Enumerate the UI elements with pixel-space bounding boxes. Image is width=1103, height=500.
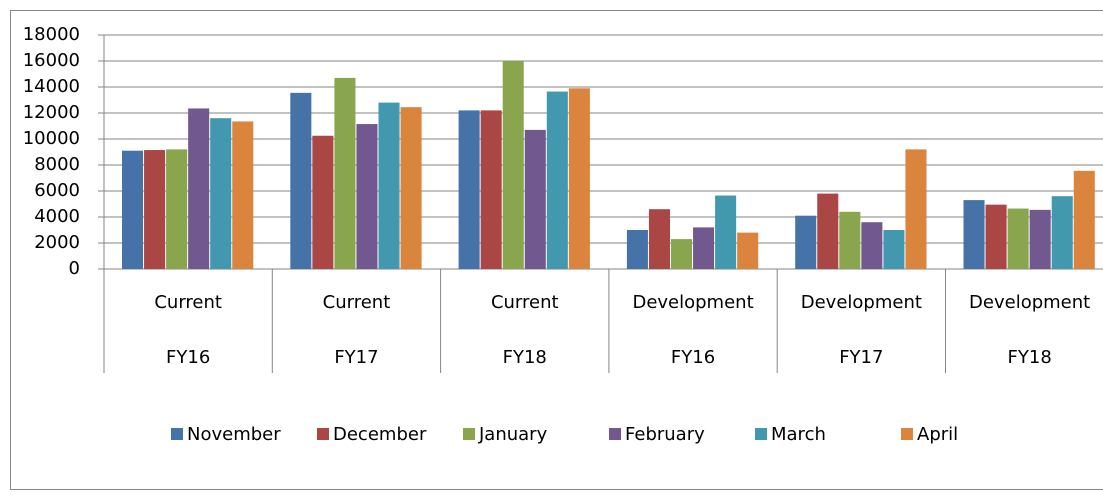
bar bbox=[715, 195, 737, 269]
bar bbox=[817, 193, 839, 269]
y-tick-label: 0 bbox=[69, 258, 80, 279]
bar bbox=[671, 239, 693, 269]
bar bbox=[290, 92, 312, 269]
legend-swatch bbox=[609, 428, 621, 440]
bar bbox=[985, 204, 1007, 269]
bar bbox=[648, 209, 670, 269]
bar bbox=[963, 200, 985, 269]
bar bbox=[795, 215, 817, 269]
bar bbox=[626, 230, 648, 269]
y-tick-label: 18000 bbox=[23, 24, 80, 45]
bar bbox=[356, 124, 378, 269]
bar bbox=[883, 230, 905, 269]
legend-label: December bbox=[333, 424, 427, 445]
y-tick-label: 6000 bbox=[34, 180, 80, 201]
x-tick-label: FY17 bbox=[839, 347, 883, 368]
bar bbox=[1029, 209, 1051, 269]
bar bbox=[334, 77, 356, 270]
x-tick-label: FY17 bbox=[334, 347, 378, 368]
y-tick-label: 16000 bbox=[23, 50, 80, 71]
bar bbox=[839, 211, 861, 269]
x-tick-label: Development bbox=[801, 292, 922, 313]
bar bbox=[400, 107, 422, 270]
bar bbox=[905, 149, 927, 269]
bar bbox=[546, 91, 568, 269]
bar bbox=[1007, 208, 1029, 269]
y-tick-label: 4000 bbox=[34, 206, 80, 227]
y-tick-label: 12000 bbox=[23, 102, 80, 123]
x-tick-label: FY16 bbox=[671, 347, 715, 368]
legend-swatch bbox=[317, 428, 329, 440]
bar bbox=[312, 135, 334, 269]
bar bbox=[378, 102, 400, 269]
x-tick-label: FY16 bbox=[166, 347, 210, 368]
x-tick-label: FY18 bbox=[1008, 347, 1052, 368]
y-tick-label: 8000 bbox=[34, 154, 80, 175]
bar bbox=[232, 121, 254, 269]
bar bbox=[480, 110, 502, 270]
bar bbox=[1051, 196, 1073, 269]
bar bbox=[166, 149, 188, 269]
bar bbox=[693, 227, 715, 269]
bar bbox=[1073, 170, 1095, 269]
bar bbox=[210, 118, 232, 269]
legend-label: November bbox=[187, 424, 281, 445]
bar bbox=[524, 129, 546, 269]
x-tick-label: Current bbox=[323, 292, 391, 313]
bar bbox=[861, 222, 883, 269]
bar bbox=[144, 150, 166, 269]
legend-label: March bbox=[771, 424, 826, 445]
x-tick-label: Development bbox=[632, 292, 753, 313]
legend-swatch bbox=[755, 428, 767, 440]
legend-label: February bbox=[625, 424, 705, 445]
legend-label: January bbox=[478, 424, 548, 445]
bar bbox=[188, 108, 210, 269]
y-tick-label: 2000 bbox=[34, 232, 80, 253]
x-tick-label: Current bbox=[491, 292, 559, 313]
bar bbox=[568, 88, 590, 269]
x-tick-label: Current bbox=[154, 292, 222, 313]
bar bbox=[458, 110, 480, 270]
legend-swatch bbox=[171, 428, 183, 440]
x-tick-label: FY18 bbox=[503, 347, 547, 368]
legend-swatch bbox=[901, 428, 913, 440]
y-tick-label: 14000 bbox=[23, 76, 80, 97]
bar bbox=[122, 150, 144, 269]
bar bbox=[737, 232, 759, 269]
x-tick-label: Development bbox=[969, 292, 1090, 313]
legend-label: April bbox=[917, 424, 958, 445]
legend-swatch bbox=[463, 428, 475, 440]
bar bbox=[502, 61, 524, 269]
y-tick-label: 10000 bbox=[23, 128, 80, 149]
